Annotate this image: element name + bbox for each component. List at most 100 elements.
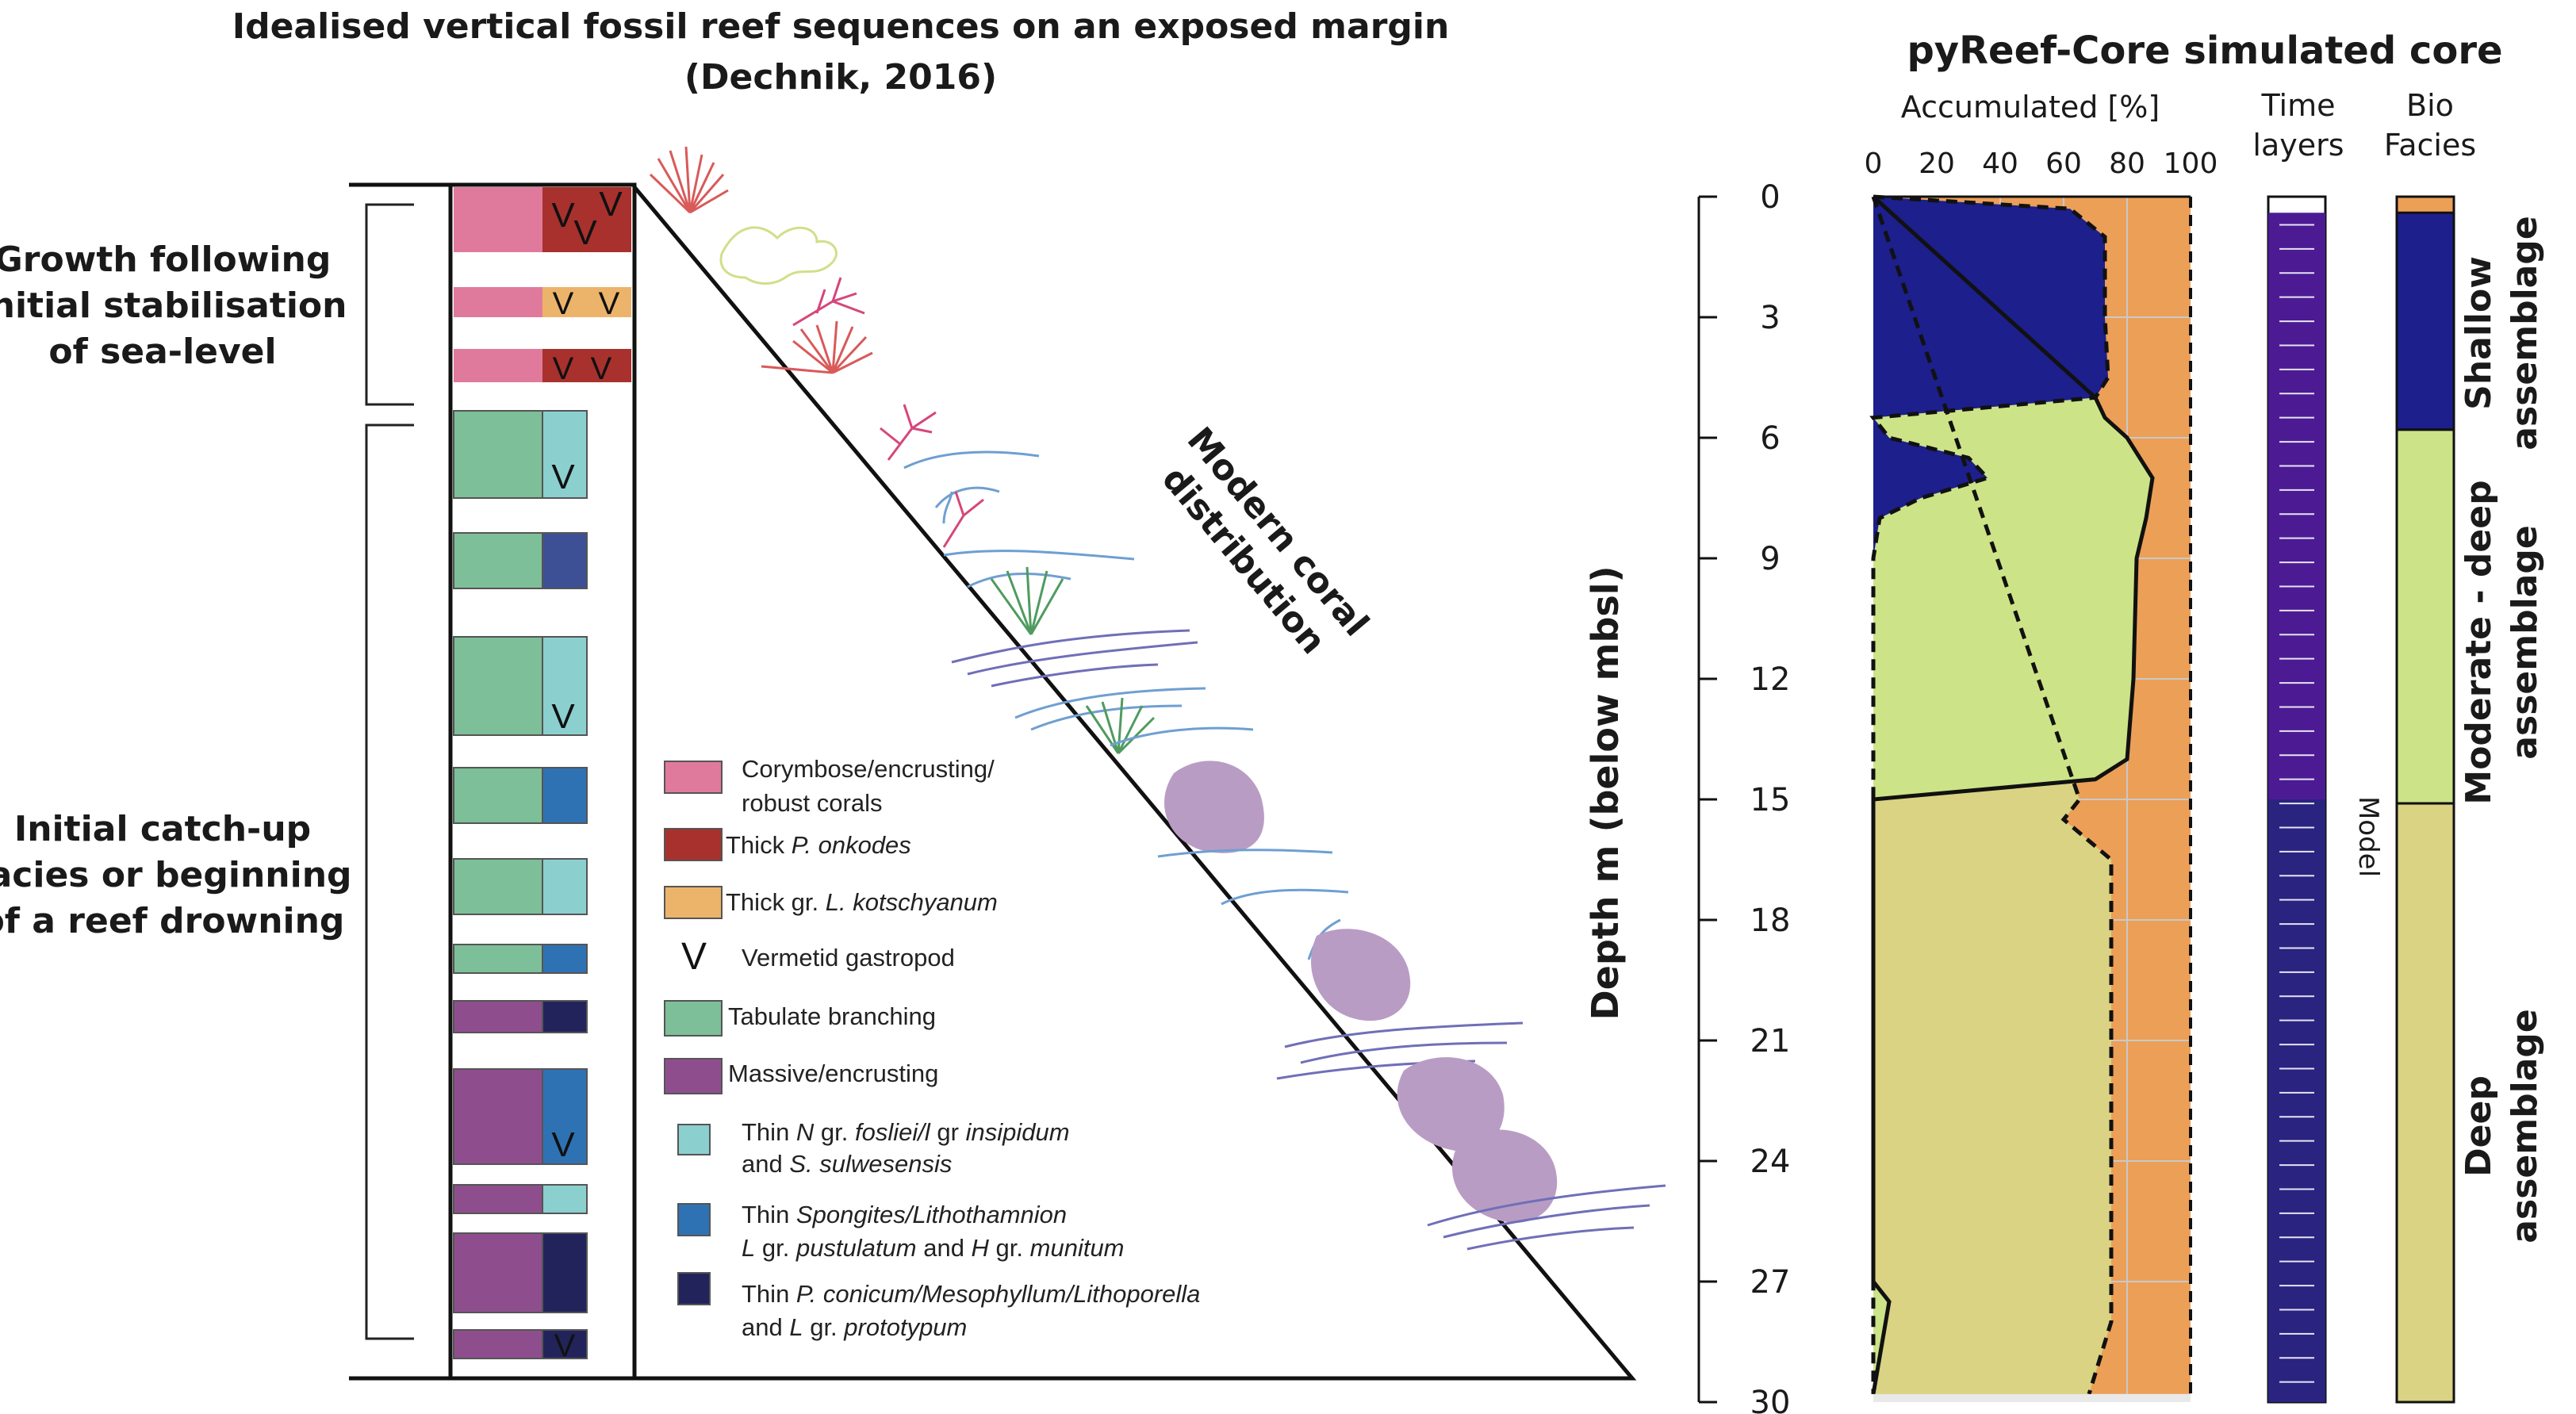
group-top-line2: initial stabilisation (0, 285, 347, 326)
depth-tick-label: 0 (1760, 179, 1780, 216)
depth-tick-label: 15 (1750, 782, 1791, 818)
group-bottom-line3: of a reef drowning (0, 901, 344, 941)
vermetid-marker: V (599, 286, 620, 321)
depth-axis-ticks: 0 3 6 9 12 15 18 21 24 27 30 (1699, 179, 1790, 1414)
facies-label-shallow-2: assemblage (2505, 216, 2545, 450)
block-onkodes-1 (542, 187, 631, 252)
block-corymbose-2 (454, 287, 542, 317)
diagonal-label: Modern coral distribution (1154, 420, 1376, 661)
depth-tick-label: 21 (1750, 1023, 1791, 1060)
depth-tick-label: 27 (1750, 1264, 1791, 1301)
bio-facies-segment-2 (2395, 802, 2455, 1404)
coral-branching-red-1 (649, 146, 729, 214)
bio-header-2: Facies (2384, 128, 2476, 163)
legend-label-pconicum-2: and L gr. prototypum (742, 1313, 967, 1341)
legend-label-corymbose-2: robust corals (742, 789, 882, 817)
sequence-blocks (453, 187, 631, 1359)
legend-label-tabulate: Tabulate branching (728, 1002, 936, 1030)
left-title-line2: (Dechnik, 2016) (684, 57, 997, 98)
x-tick-label: 100 (2164, 148, 2218, 180)
x-tick-label: 80 (2109, 148, 2145, 180)
block-massive-5 (453, 1329, 543, 1359)
legend-swatch-massive (664, 1058, 723, 1094)
model-label-group: Model (2352, 796, 2384, 877)
bio-header-1: Bio (2406, 88, 2454, 123)
legend-symbol-vermetid: V (681, 936, 707, 978)
depth-axis-label-group: Depth m (below mbsl) (1584, 565, 1627, 1020)
vermetid-markers: V V V V V V V V V V V (551, 185, 623, 1363)
legend-swatch-pconicum (677, 1272, 711, 1305)
coral-branching-red-2 (761, 320, 873, 374)
vermetid-marker: V (551, 458, 575, 496)
coral-branching-green-2 (1085, 697, 1156, 755)
facies-label-deep: Deep assemblage (2459, 1009, 2545, 1243)
depth-tick-label: 18 (1750, 902, 1791, 939)
area-shallow-assemblage (1873, 197, 2108, 1394)
coral-tabulate-blue-1 (903, 450, 1040, 524)
block-tabulate-3 (453, 636, 543, 736)
block-spongites-4 (542, 1068, 588, 1165)
legend-label-kotschyanum: Thick gr. L. kotschyanum (726, 888, 998, 916)
vermetid-marker: V (551, 1125, 575, 1164)
legend-label-onkodes: Thick P. onkodes (726, 831, 911, 859)
block-corymbose-1 (454, 187, 542, 252)
legend-label-nfosliei-1: Thin N gr. fosliei/l gr insipidum (742, 1118, 1070, 1146)
block-nfosliei-4 (542, 1184, 588, 1214)
bottom-strip (1873, 1393, 2191, 1402)
legend-label-pconicum-1: Thin P. conicum/Mesophyllum/Lithoporella (742, 1280, 1200, 1308)
legend-label-spongites-1: Thin Spongites/Lithothamnion (742, 1201, 1067, 1228)
block-massive-4 (453, 1232, 543, 1313)
block-massive-1 (453, 1000, 543, 1033)
block-spongites-2 (542, 767, 588, 824)
legend-swatch-nfosliei (677, 1124, 711, 1155)
group-top-line3: of sea-level (48, 331, 276, 372)
block-tabulate-2 (453, 532, 543, 589)
block-nfosliei-3 (542, 858, 588, 915)
coral-branching-green-1 (990, 566, 1064, 635)
left-title-line1: Idealised vertical fossil reef sequences… (232, 6, 1450, 47)
vermetid-marker: V (551, 697, 575, 736)
legend-swatch-kotschyanum (664, 886, 723, 919)
group-top-line1: Growth following (0, 239, 331, 280)
facies-label-shallow: Shallow assemblage (2459, 216, 2545, 450)
coral-massive-purple-1 (1164, 761, 1264, 853)
block-tabulate-6 (453, 944, 543, 974)
depth-tick-label: 24 (1750, 1144, 1791, 1180)
right-title: pyReef-Core simulated core (1907, 29, 2502, 73)
legend-label-spongites-2: L gr. pustulatum and H gr. munitum (742, 1234, 1125, 1262)
facies-label-moderate: Moderate - deep assemblage (2459, 480, 2545, 804)
bracket-bottom (365, 423, 414, 1340)
time-layers-column (2267, 195, 2327, 1404)
depth-tick-label: 30 (1750, 1385, 1791, 1414)
series-line-2 (1871, 196, 2114, 1395)
area-moderate-assemblage (1873, 197, 2152, 1394)
bio-facies-segment-0 (2395, 211, 2455, 431)
block-corymbose-3 (454, 349, 542, 382)
block-massive-2 (453, 1068, 543, 1165)
facies-label-deep-2: assemblage (2505, 1009, 2545, 1243)
x-axis-ticks: 0 20 40 60 80 100 (1865, 148, 2218, 180)
block-tabulate-5 (453, 858, 543, 915)
facies-label-shallow-1: Shallow (2459, 256, 2499, 410)
legend-label-vermetid: Vermetid gastropod (742, 944, 955, 971)
block-pconicum-1 (542, 1000, 588, 1033)
block-spongites-1 (542, 532, 588, 589)
legend-swatch-corymbose (664, 761, 723, 794)
coral-plate-yellow (719, 226, 838, 285)
depth-tick-label: 6 (1760, 420, 1780, 457)
legend-swatch-spongites (677, 1203, 711, 1236)
time-header-1: Time (2261, 88, 2336, 123)
block-tabulate-1 (453, 410, 543, 499)
vermetid-marker: V (553, 286, 574, 321)
coral-massive-purple-4 (1452, 1129, 1558, 1223)
coral-plate-purple-3 (1427, 1184, 1666, 1251)
legend: Corymbose/encrusting/ robust corals Thic… (664, 755, 1200, 1341)
column-frame-outer (349, 182, 637, 1381)
bio-facies-column (2395, 195, 2455, 1404)
coral-tabulate-blue-2 (943, 550, 1135, 588)
model-label: Model (2352, 796, 2384, 877)
bio-facies-segment-1 (2395, 428, 2455, 805)
bio-facies-frame (2395, 195, 2455, 1404)
time-layers-lower (2268, 799, 2325, 1402)
